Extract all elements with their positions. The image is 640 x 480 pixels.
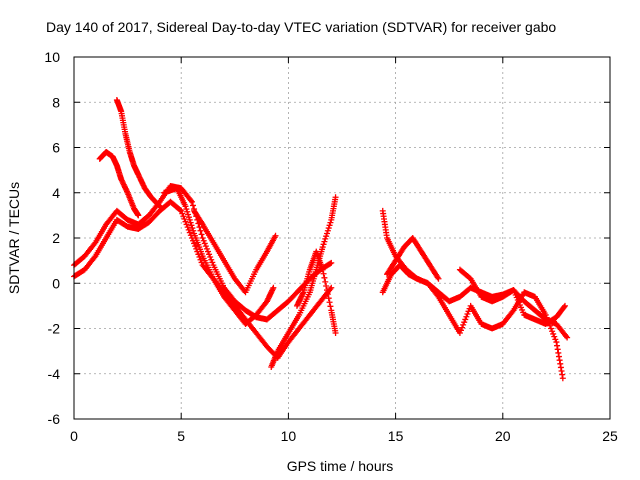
series-track-l (456, 266, 568, 327)
series-track-j (379, 262, 566, 382)
data-point-markers (456, 266, 568, 327)
data-marks (71, 96, 571, 382)
x-tick-label: 20 (495, 428, 511, 444)
series-track-k (384, 235, 442, 282)
y-tick-label: 8 (52, 94, 60, 110)
y-tick-label: 6 (52, 140, 60, 156)
series-track-c (96, 149, 142, 219)
grid (74, 57, 610, 419)
y-tick-label: -4 (48, 366, 61, 382)
x-tick-label: 10 (281, 428, 297, 444)
y-tick-label: 0 (52, 275, 60, 291)
axis-ticks: 0 5 10 15 20 25 -6 -4 -2 0 2 4 6 8 10 (44, 49, 618, 444)
y-tick-label: 4 (52, 185, 60, 201)
data-point-markers (293, 248, 339, 337)
y-tick-label: 2 (52, 230, 60, 246)
chart-title: Day 140 of 2017, Sidereal Day-to-day VTE… (46, 19, 556, 35)
data-point-markers (71, 182, 335, 323)
y-axis-label: SDTVAR / TECUs (6, 182, 22, 294)
series-track-h (293, 248, 339, 337)
data-point-markers (379, 262, 566, 382)
data-point-markers (384, 235, 442, 282)
series-track-f (191, 207, 279, 296)
x-tick-label: 15 (388, 428, 404, 444)
data-point-markers (113, 96, 163, 210)
x-tick-label: 0 (70, 428, 78, 444)
y-tick-label: -6 (48, 411, 61, 427)
x-axis-label: GPS time / hours (287, 458, 394, 474)
series-track-a (71, 182, 335, 323)
series-track-e (161, 185, 277, 327)
x-tick-label: 25 (602, 428, 618, 444)
data-point-markers (161, 185, 277, 327)
data-point-markers (191, 207, 279, 296)
series-track-d (113, 96, 163, 210)
y-tick-label: -2 (48, 321, 61, 337)
data-point-markers (96, 149, 142, 219)
x-tick-label: 5 (177, 428, 185, 444)
y-tick-label: 10 (44, 49, 60, 65)
